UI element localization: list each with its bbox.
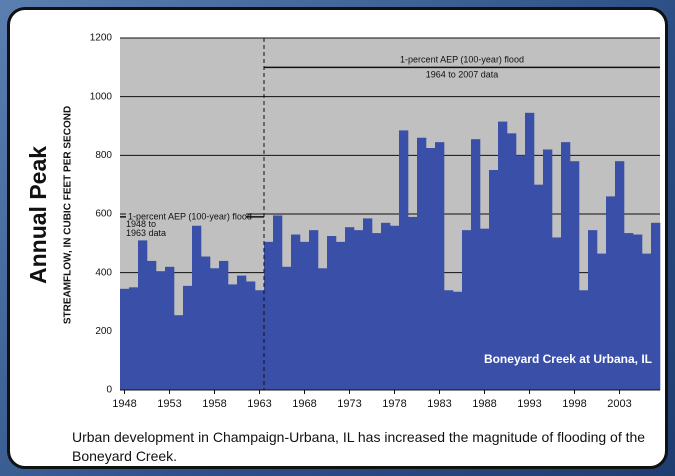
- period-label: 1964 to 2007 data: [426, 70, 499, 80]
- bar: [426, 148, 436, 390]
- bar: [120, 288, 130, 390]
- bar: [525, 112, 535, 391]
- bar: [624, 233, 634, 390]
- bar: [408, 216, 418, 390]
- bar: [588, 230, 598, 390]
- bar: [255, 290, 265, 390]
- y-tick-label: 1000: [90, 91, 113, 102]
- y-title: STREAMFLOW, IN CUBIC FEET PER SECOND: [63, 106, 74, 324]
- bar: [651, 222, 661, 390]
- bar: [462, 230, 472, 390]
- bar: [237, 275, 247, 390]
- bar: [561, 142, 571, 390]
- bar: [381, 222, 391, 390]
- bar: [471, 139, 481, 390]
- x-tick-label: 1993: [517, 398, 541, 410]
- bar: [183, 285, 193, 390]
- bar: [615, 161, 625, 390]
- x-tick-label: 1948: [112, 398, 136, 410]
- bar: [372, 233, 382, 390]
- bar: [219, 260, 229, 390]
- bar: [174, 315, 184, 390]
- bar: [444, 290, 454, 390]
- y-tick-label: 1200: [90, 33, 113, 44]
- bar: [147, 260, 157, 390]
- bar: [507, 133, 517, 391]
- x-tick-label: 1968: [292, 398, 316, 410]
- bar: [318, 268, 328, 390]
- x-tick-label: 1988: [472, 398, 496, 410]
- bar: [210, 268, 220, 390]
- y-tick-label: 400: [95, 267, 112, 278]
- bar: [570, 161, 580, 390]
- bar: [156, 271, 166, 390]
- bar: [192, 225, 202, 390]
- y-tick-label: 200: [95, 326, 112, 337]
- bar: [228, 284, 238, 390]
- period-label: 1948 to 1963 data: [126, 219, 167, 238]
- flood-label: 1-percent AEP (100-year) flood: [400, 55, 524, 65]
- bar: [498, 121, 508, 390]
- bar: [543, 149, 553, 390]
- bar: [417, 137, 427, 390]
- bar: [165, 266, 175, 390]
- bar: [597, 253, 607, 390]
- bar: [489, 170, 499, 390]
- bar: [291, 234, 301, 390]
- x-tick-label: 1998: [562, 398, 586, 410]
- bar: [435, 142, 445, 390]
- bar: [354, 230, 364, 390]
- period-box: 1948 to 1963 data: [126, 219, 167, 238]
- bar: [642, 253, 652, 390]
- bar: [282, 266, 292, 390]
- bar: [516, 155, 526, 390]
- bar: [246, 281, 256, 390]
- bar: [327, 236, 337, 390]
- caption: Urban development in Champaign-Urbana, I…: [72, 429, 646, 464]
- bar: [363, 218, 373, 390]
- bar: [579, 290, 589, 390]
- bar: [633, 234, 643, 390]
- y-tick-label: 600: [95, 209, 112, 220]
- bar: [138, 240, 148, 390]
- bar: [480, 228, 490, 390]
- bar: [399, 130, 409, 390]
- x-tick-label: 1958: [202, 398, 226, 410]
- bar: [336, 241, 346, 390]
- bar: [300, 241, 310, 390]
- bar: [309, 230, 319, 390]
- bar: [552, 237, 562, 390]
- bar: [201, 256, 211, 390]
- x-tick-label: 1953: [157, 398, 181, 410]
- flood-label: 1-percent AEP (100-year) flood: [128, 211, 252, 221]
- x-tick-label: 1978: [382, 398, 406, 410]
- x-tick-label: 1973: [337, 398, 361, 410]
- label-bg: [126, 210, 246, 223]
- y-tick-label: 800: [95, 150, 112, 161]
- bar: [264, 241, 274, 390]
- y-title-main: Annual Peak: [25, 146, 51, 284]
- bar: [345, 227, 355, 390]
- bar: [129, 287, 139, 390]
- y-tick-label: 0: [106, 385, 112, 396]
- x-tick-label: 1963: [247, 398, 271, 410]
- bar: [273, 215, 283, 390]
- x-tick-label: 2003: [607, 398, 631, 410]
- bar: [390, 225, 400, 390]
- bar: [453, 291, 463, 390]
- bar: [534, 184, 544, 390]
- series-label: Boneyard Creek at Urbana, IL: [484, 352, 652, 366]
- x-tick-label: 1983: [427, 398, 451, 410]
- bar: [606, 196, 616, 390]
